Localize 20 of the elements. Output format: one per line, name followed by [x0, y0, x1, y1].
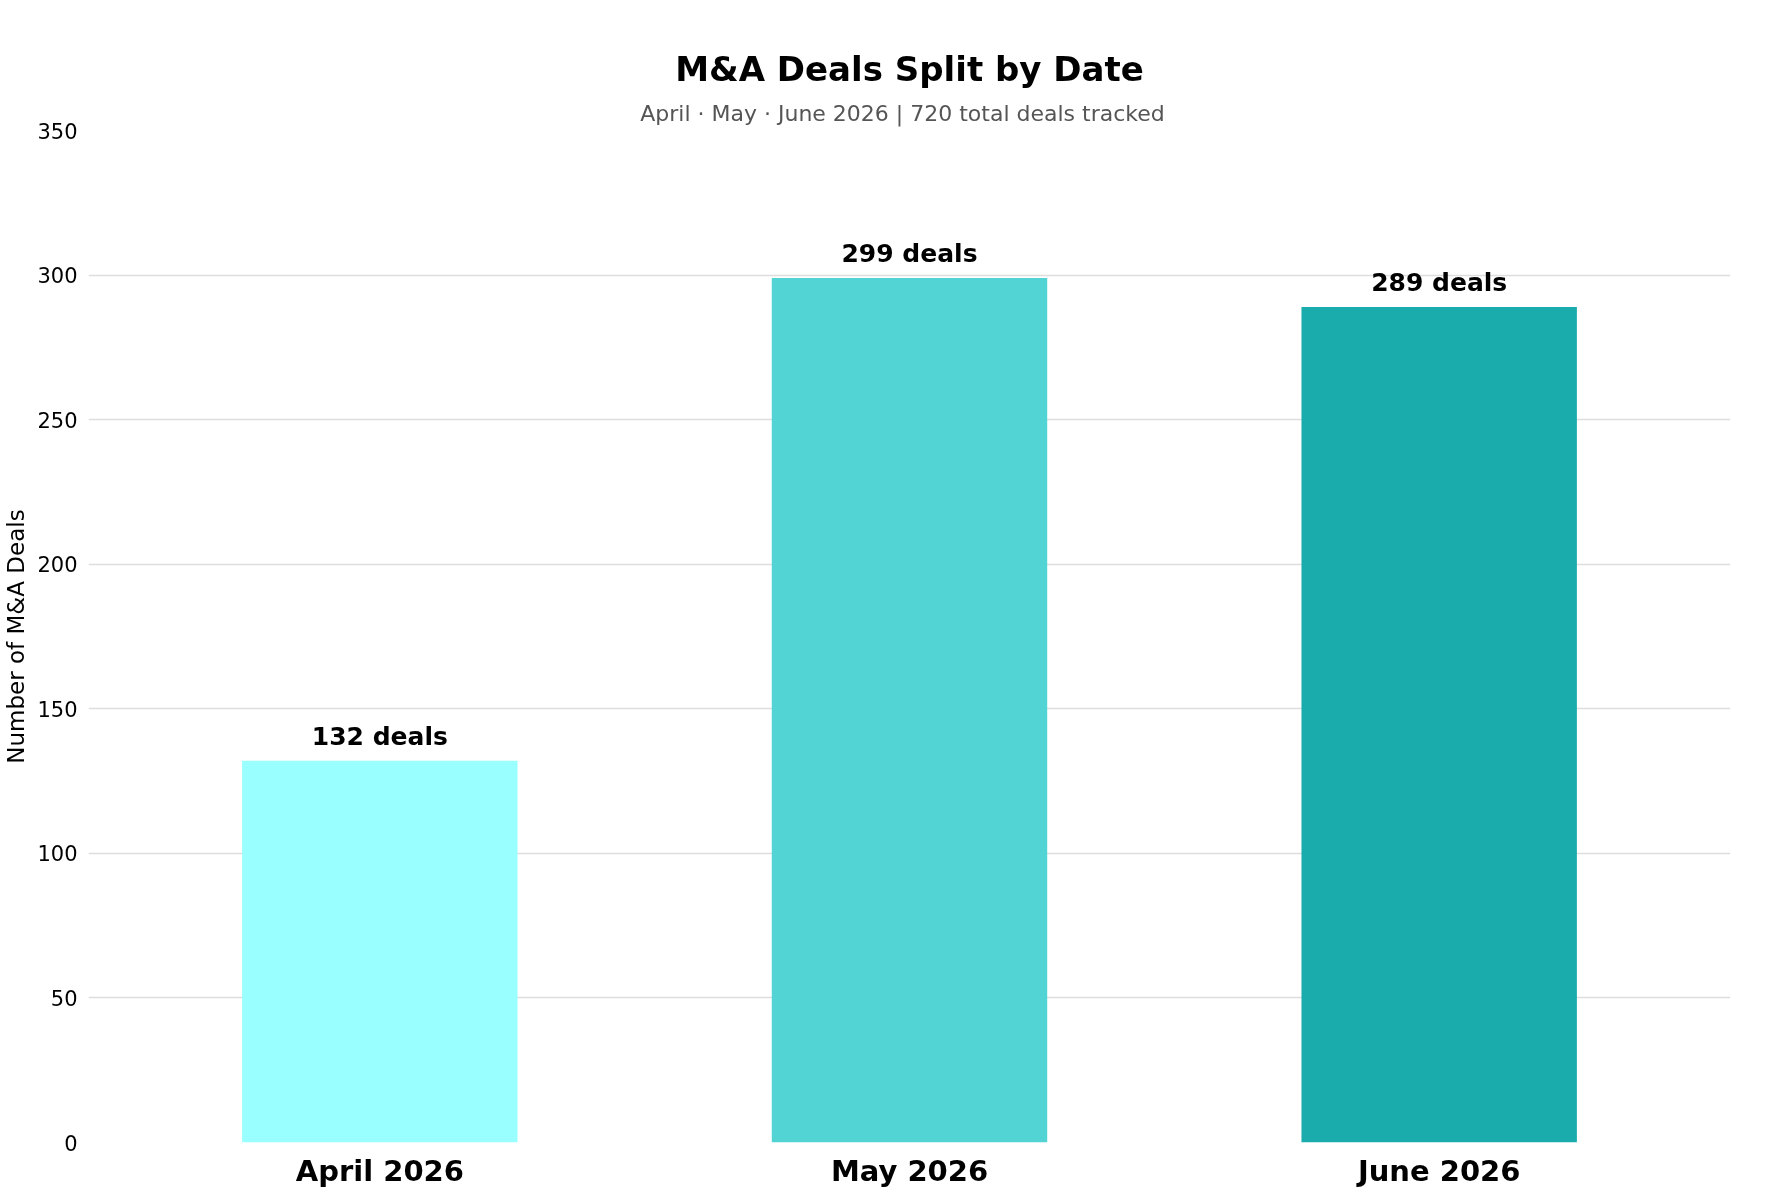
- chart-title: M&A Deals Split by Date: [675, 48, 1144, 89]
- data-label: 299 deals: [841, 238, 978, 268]
- data-label: 289 deals: [1371, 267, 1508, 297]
- y-tick-label: 200: [37, 553, 78, 578]
- y-tick-label: 350: [37, 119, 78, 144]
- y-tick-label: 0: [64, 1131, 78, 1156]
- y-tick-label: 150: [37, 697, 78, 722]
- data-label: 132 deals: [311, 721, 448, 751]
- chart-subtitle: April · May · June 2026 | 720 total deals tracked: [640, 100, 1165, 127]
- y-tick-label: 250: [37, 408, 78, 433]
- x-tick-label: May 2026: [830, 1153, 989, 1188]
- x-tick-label: June 2026: [1355, 1153, 1521, 1188]
- x-tick-label: April 2026: [295, 1153, 464, 1188]
- y-tick-label: 300: [37, 264, 78, 289]
- bar: [242, 760, 518, 1143]
- bar: [771, 277, 1048, 1143]
- y-tick-label: 50: [50, 986, 78, 1011]
- y-tick-label: 100: [37, 842, 78, 867]
- bar: [1301, 306, 1577, 1143]
- y-axis-title: Number of M&A Deals: [3, 509, 30, 764]
